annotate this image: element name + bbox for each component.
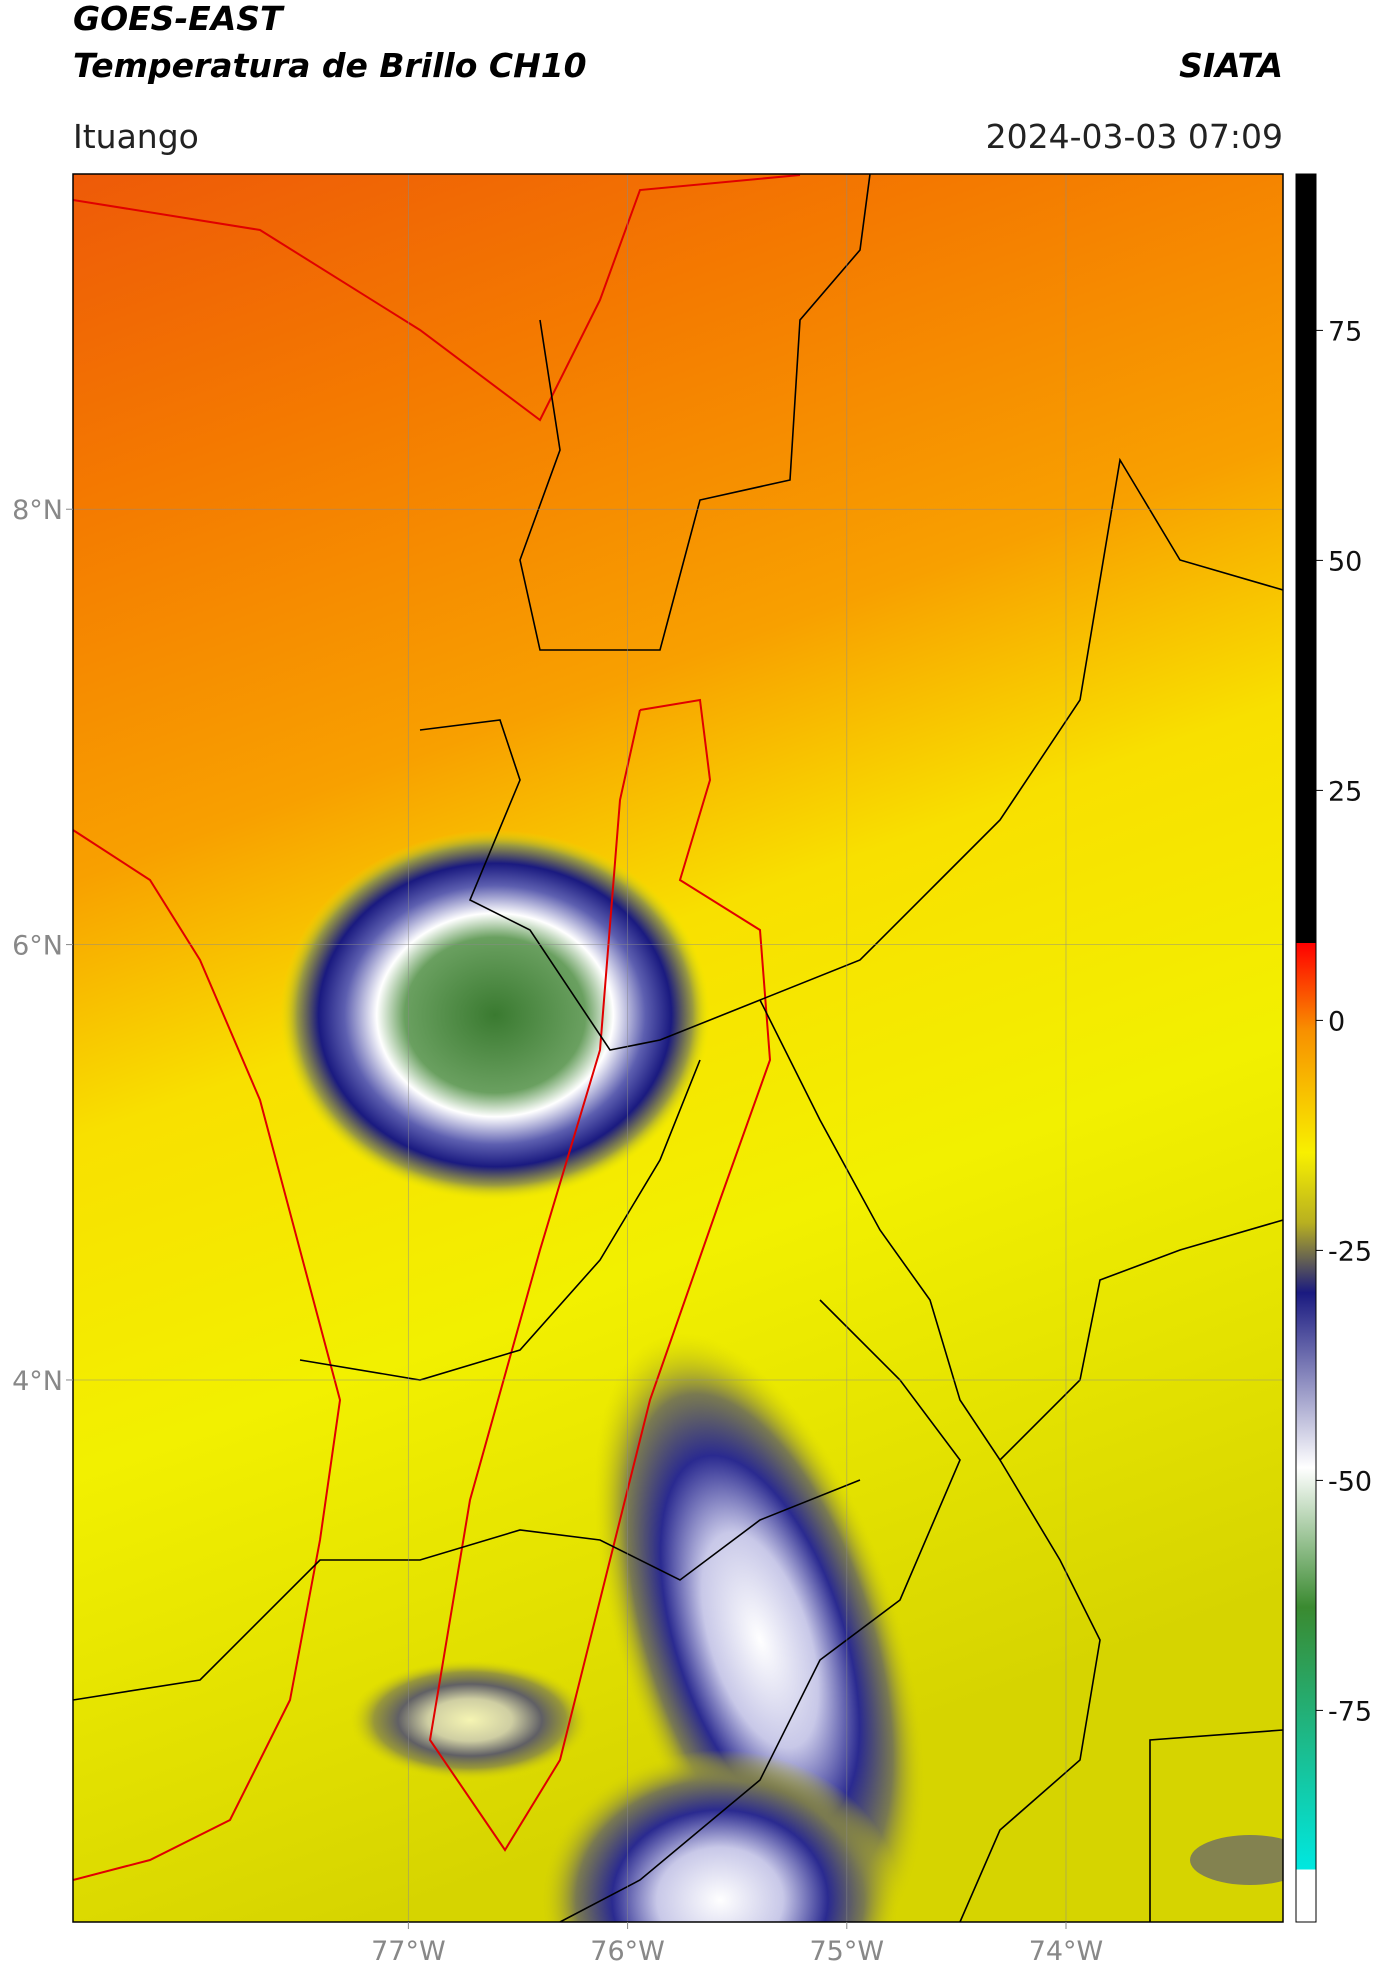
- graticule: [73, 174, 1283, 1922]
- satellite-image: [73, 174, 1283, 1922]
- timestamp: 2024-03-03 07:09: [986, 117, 1283, 156]
- title: GOES-EAST: [73, 0, 285, 38]
- x-tick-label: 75°W: [810, 1936, 885, 1967]
- colorbar-tick-label: 75: [1328, 316, 1362, 347]
- x-tick-label: 77°W: [371, 1936, 446, 1967]
- colorbar-tick-label: -25: [1328, 1236, 1372, 1267]
- y-tick-label: 6°N: [12, 931, 63, 962]
- map-frame: [72, 173, 1284, 1923]
- subtitle: Temperatura de Brillo CH10: [73, 46, 587, 85]
- colorbar-tick-label: 0: [1328, 1006, 1345, 1037]
- colorbar-tick-label: -75: [1328, 1696, 1372, 1727]
- source: SIATA: [1179, 46, 1283, 85]
- x-tick-label: 76°W: [590, 1936, 665, 1967]
- y-tick-label: 4°N: [12, 1366, 63, 1397]
- colorbar: [1295, 173, 1317, 1923]
- location: Ituango: [73, 117, 199, 156]
- colorbar-tick-label: 50: [1328, 546, 1362, 577]
- x-tick-label: 74°W: [1029, 1936, 1104, 1967]
- colorbar-tick-label: -50: [1328, 1466, 1372, 1497]
- y-tick-label: 8°N: [12, 495, 63, 526]
- colorbar-tick-label: 25: [1328, 776, 1362, 807]
